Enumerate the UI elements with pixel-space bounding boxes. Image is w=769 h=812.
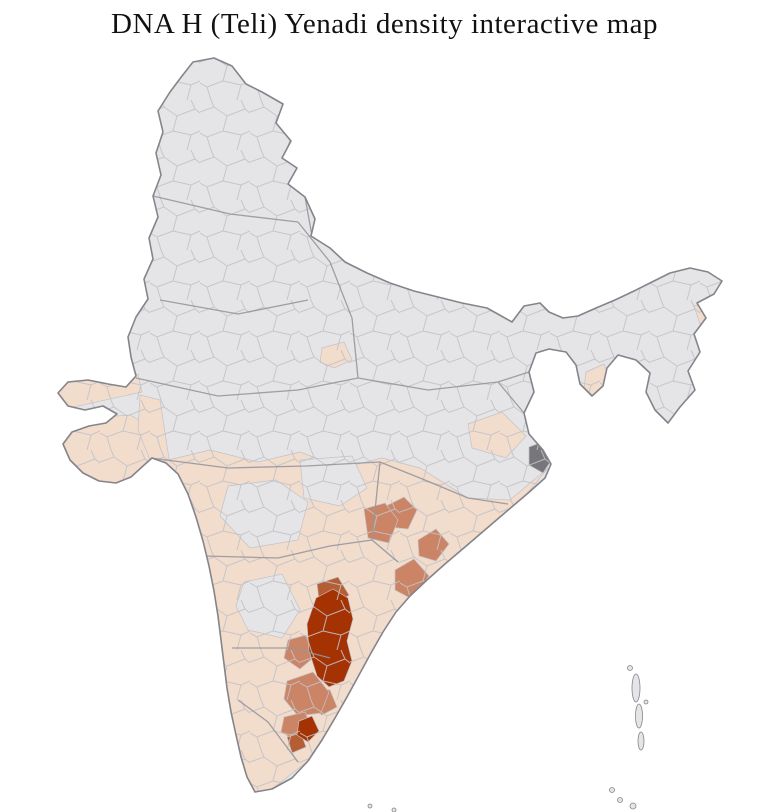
india-outline	[57, 57, 723, 793]
state-boundaries	[135, 195, 530, 763]
andaman-islands[interactable]	[627, 665, 649, 751]
map-title: DNA H (Teli) Yenadi density interactive …	[111, 8, 658, 40]
nicobar-islands[interactable]	[609, 787, 637, 810]
lakshadweep-islands[interactable]	[367, 803, 397, 812]
